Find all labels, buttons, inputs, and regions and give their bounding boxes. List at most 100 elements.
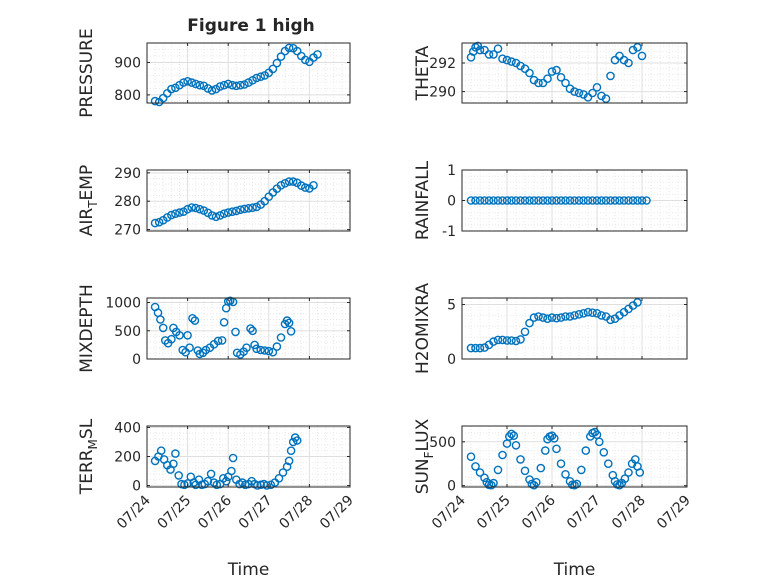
data-point [215, 82, 225, 91]
data-point [272, 342, 282, 351]
data-point [543, 74, 552, 83]
data-point [236, 205, 245, 214]
data-point [502, 336, 512, 345]
data-point [223, 208, 233, 217]
data-point [256, 72, 266, 81]
data-point [504, 432, 514, 441]
data-point [276, 180, 286, 190]
y-axis-label: H2OMIXRA [413, 283, 433, 374]
data-point [486, 480, 496, 490]
data-point [158, 323, 168, 333]
data-point [570, 87, 579, 96]
data-point [597, 311, 606, 320]
data-point [217, 336, 227, 345]
data-point [268, 64, 278, 74]
data-point [199, 206, 209, 215]
axes-background [462, 43, 687, 103]
data-point [520, 196, 530, 205]
y-axis-label: SUNFLUX [413, 418, 436, 494]
data-point [574, 196, 584, 205]
data-point [473, 41, 483, 51]
y-tick-label: 290 [114, 166, 141, 182]
data-point [570, 311, 579, 320]
data-point [628, 196, 638, 205]
data-point [547, 431, 557, 441]
data-point [187, 203, 196, 212]
data-point [556, 459, 566, 469]
data-point [541, 446, 550, 455]
y-tick-label: 0 [132, 352, 141, 368]
data-point [211, 212, 221, 222]
data-point [252, 202, 261, 212]
data-point [547, 196, 557, 205]
data-point [272, 58, 282, 68]
data-point [592, 196, 602, 205]
data-point [252, 73, 261, 83]
data-point [191, 203, 200, 213]
data-point [475, 45, 485, 55]
data-point [246, 324, 255, 333]
data-point [552, 313, 561, 323]
data-point [536, 463, 546, 473]
data-point [300, 55, 310, 65]
data-point [175, 330, 184, 340]
data-point [583, 93, 593, 102]
x-tick-label: 07/29 [654, 493, 694, 533]
data-point [162, 213, 172, 222]
data-point [550, 433, 559, 443]
data-point [276, 333, 286, 342]
data-point [561, 78, 570, 88]
data-point [637, 196, 647, 205]
data-point [223, 79, 233, 89]
data-point [511, 196, 521, 205]
x-tick-label: 07/28 [276, 493, 316, 533]
data-point [471, 196, 480, 205]
y-axis-label: AIRTEMP [77, 165, 100, 236]
data-point [203, 476, 213, 486]
y-tick-label: 200 [114, 450, 141, 466]
axes-frame [146, 297, 351, 360]
data-point [498, 335, 507, 345]
x-tick-label: 07/27 [564, 493, 604, 533]
data-point [292, 436, 302, 445]
data-point [171, 209, 180, 218]
y-tick-label: 900 [114, 55, 141, 71]
subplot-rainfall: -1 0 1 RAINFALL [413, 160, 688, 240]
data-point [489, 50, 498, 59]
data-point [219, 317, 229, 327]
data-point [190, 316, 200, 325]
data-point [633, 196, 642, 205]
data-point [227, 80, 237, 90]
data-point [475, 468, 485, 477]
data-point [529, 313, 539, 322]
data-point [471, 343, 480, 353]
data-point [256, 345, 266, 355]
data-point [628, 45, 638, 55]
y-axis-label: MIXDEPTH [77, 284, 97, 373]
data-point [284, 43, 294, 53]
data-point [556, 313, 566, 322]
data-point [188, 313, 197, 323]
y-axis-label: PRESSURE [77, 28, 97, 117]
x-tick-label: 07/24 [114, 492, 154, 532]
data-point [511, 440, 521, 450]
data-point [296, 181, 306, 190]
data-point [219, 80, 229, 90]
data-point [240, 204, 249, 214]
data-point [635, 468, 645, 477]
data-point [520, 327, 530, 337]
data-point [480, 196, 489, 205]
data-point [538, 78, 548, 88]
subplot-pressure: 800 900 PRESSURE [77, 28, 351, 118]
data-point [615, 196, 624, 205]
x-axis-label: Time [227, 560, 270, 580]
data-point [167, 84, 176, 94]
subplot-h2omixra: 0 5 H2OMIXRA [413, 283, 688, 374]
data-point [221, 476, 231, 486]
y-tick-label: 800 [114, 88, 141, 104]
data-point [493, 44, 503, 54]
data-point [191, 79, 200, 89]
x-tick-label: 07/24 [429, 492, 469, 532]
